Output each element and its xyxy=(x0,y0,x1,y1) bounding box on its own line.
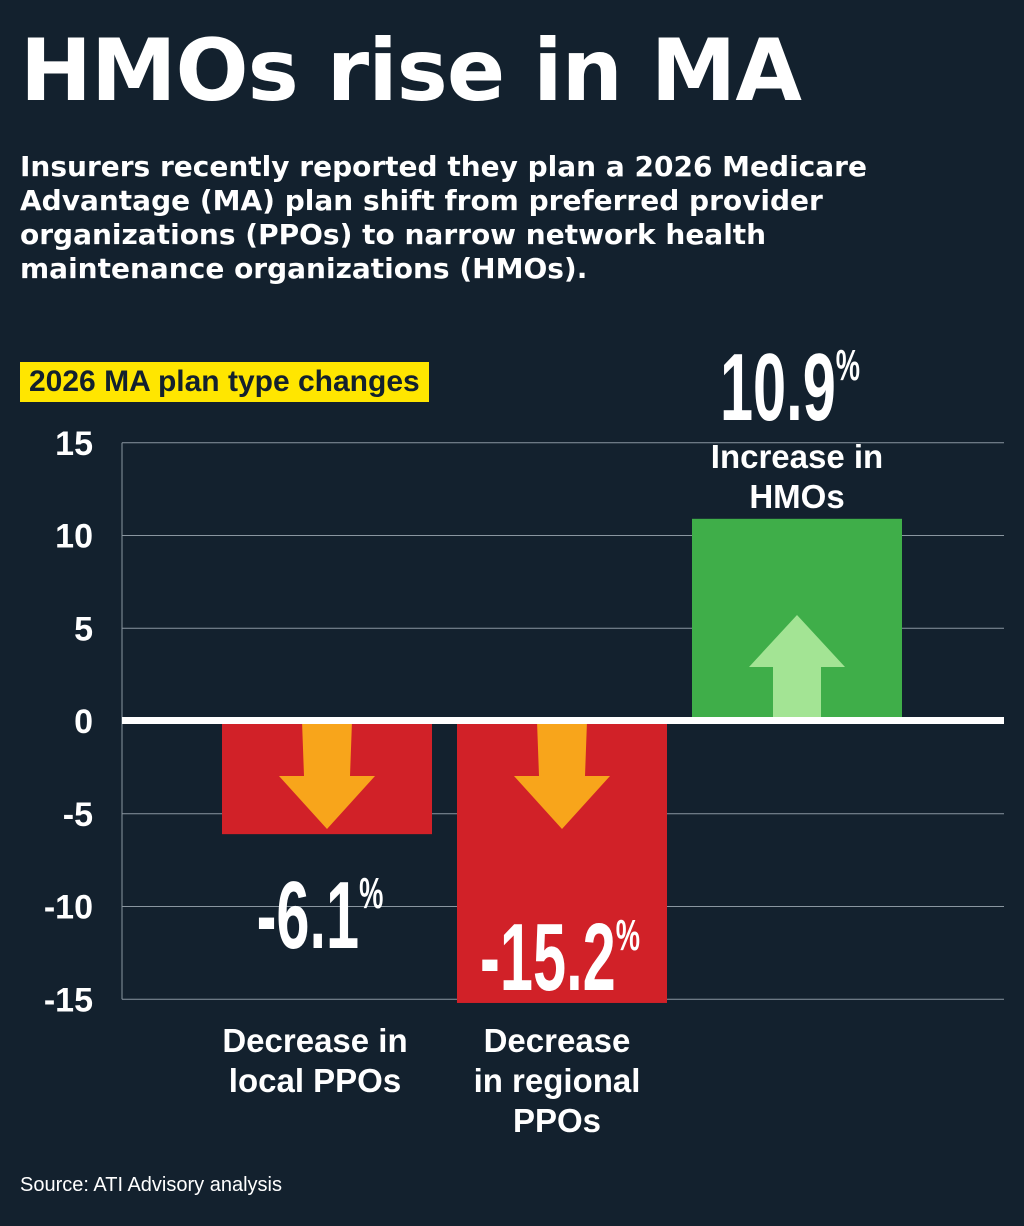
page-title: HMOs rise in MA xyxy=(20,21,802,121)
value-number: -15.2% xyxy=(480,903,640,1010)
percent-sign: % xyxy=(836,340,860,389)
value-label: -6.1% xyxy=(257,861,384,968)
category-label: in regional xyxy=(474,1062,641,1099)
down-arrow-icon xyxy=(514,721,610,829)
subtitle: Insurers recently reported they plan a 2… xyxy=(20,150,867,285)
source-note: Source: ATI Advisory analysis xyxy=(20,1174,282,1196)
up-arrow-icon xyxy=(749,615,845,719)
y-tick-label: 15 xyxy=(55,425,93,463)
value-label: 10.9% xyxy=(720,333,860,440)
category-label: Decrease in xyxy=(222,1022,407,1059)
y-tick-label: 0 xyxy=(74,703,93,741)
percent-sign: % xyxy=(616,910,640,959)
category-label: Increase in xyxy=(711,438,883,475)
y-tick-label: 10 xyxy=(55,518,93,556)
value-number: -6.1% xyxy=(257,861,384,968)
chart-title-badge: 2026 MA plan type changes xyxy=(20,362,429,402)
category-label: PPOs xyxy=(513,1102,601,1139)
y-tick-label: -5 xyxy=(63,796,93,834)
y-tick-label: 5 xyxy=(74,610,93,648)
value-label: -15.2% xyxy=(480,903,640,1010)
percent-sign: % xyxy=(359,868,383,917)
category-label: Decrease xyxy=(484,1022,631,1059)
y-tick-label: -10 xyxy=(44,889,93,927)
value-number: 10.9% xyxy=(720,333,860,440)
category-label: HMOs xyxy=(749,478,844,515)
category-label: local PPOs xyxy=(229,1062,401,1099)
zero-line xyxy=(122,717,1004,724)
y-tick-label: -15 xyxy=(44,981,93,1019)
down-arrow-icon xyxy=(279,721,375,829)
